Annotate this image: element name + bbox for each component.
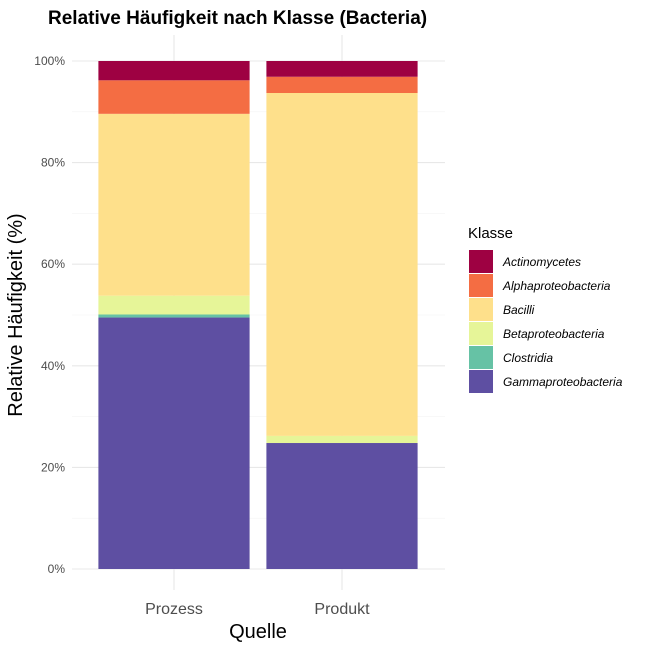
y-tick-label: 80% [41, 156, 65, 170]
legend-label: Clostridia [503, 351, 553, 365]
bar-segment-produkt-alphaproteobacteria [266, 76, 418, 94]
x-tick-labels: Prozess Produkt [145, 601, 370, 618]
y-tick-label: 20% [41, 460, 65, 474]
legend: Klasse Actinomycetes Alphaproteobacteria B… [468, 225, 623, 393]
bar-segment-prozess-gammaproteobacteria [98, 317, 250, 569]
bar-segment-prozess-actinomycetes [98, 61, 250, 81]
x-tick-label: Prozess [145, 601, 203, 618]
legend-swatch [469, 370, 493, 393]
legend-swatch [469, 322, 493, 345]
x-axis-title: Quelle [229, 621, 287, 643]
bars [98, 61, 418, 569]
legend-label: Gammaproteobacteria [503, 375, 623, 389]
bar-segment-produkt-bacilli [266, 93, 418, 436]
bar-segment-produkt-gammaproteobacteria [266, 443, 418, 569]
bar-segment-prozess-betaproteobacteria [98, 295, 250, 315]
bar-segment-prozess-clostridia [98, 314, 250, 318]
bar-segment-produkt-betaproteobacteria [266, 435, 418, 444]
x-tick-label: Produkt [314, 601, 370, 618]
legend-label: Actinomycetes [502, 255, 581, 269]
y-axis-title: Relative Häufigkeit (%) [5, 213, 27, 416]
legend-swatch [469, 250, 493, 273]
legend-label: Bacilli [503, 303, 535, 317]
y-tick-label: 100% [34, 54, 65, 68]
legend-swatch [469, 274, 493, 297]
bar-segment-prozess-alphaproteobacteria [98, 80, 250, 114]
legend-label: Betaproteobacteria [503, 327, 605, 341]
legend-label: Alphaproteobacteria [502, 279, 611, 293]
bar-segment-prozess-bacilli [98, 113, 250, 296]
legend-swatch [469, 346, 493, 369]
legend-swatch [469, 298, 493, 321]
legend-title: Klasse [468, 225, 513, 242]
y-tick-labels: 0% 20% 40% 60% 80% 100% [34, 54, 65, 576]
y-tick-label: 0% [48, 562, 66, 576]
y-tick-label: 40% [41, 359, 65, 373]
chart-title: Relative Häufigkeit nach Klasse (Bacteri… [48, 8, 427, 29]
bar-segment-produkt-actinomycetes [266, 61, 418, 77]
y-tick-label: 60% [41, 257, 65, 271]
